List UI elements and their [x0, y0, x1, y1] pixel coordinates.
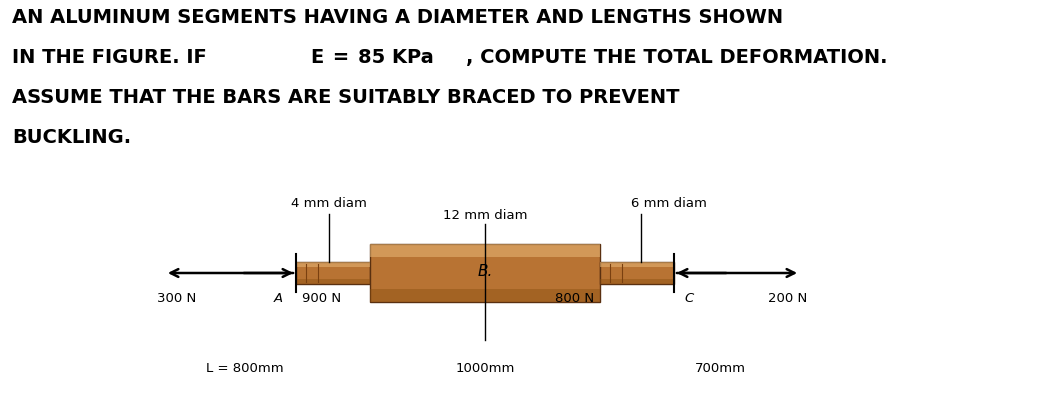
FancyBboxPatch shape: [296, 262, 370, 284]
Text: 85 KPa: 85 KPa: [358, 48, 434, 67]
Text: B.: B.: [477, 263, 493, 279]
Text: C: C: [685, 292, 693, 305]
Text: 200 N: 200 N: [768, 292, 808, 305]
Bar: [296, 279, 370, 284]
FancyBboxPatch shape: [370, 244, 600, 302]
Bar: [296, 262, 370, 267]
Bar: [370, 289, 600, 302]
Text: 6 mm diam: 6 mm diam: [631, 197, 707, 210]
Text: , COMPUTE THE TOTAL DEFORMATION.: , COMPUTE THE TOTAL DEFORMATION.: [466, 48, 887, 67]
Text: =: =: [326, 48, 356, 67]
Text: 12 mm diam: 12 mm diam: [443, 209, 527, 222]
Bar: [370, 244, 600, 257]
Text: 4 mm diam: 4 mm diam: [292, 197, 367, 210]
Text: 1000mm: 1000mm: [456, 362, 515, 375]
Text: 700mm: 700mm: [694, 362, 745, 375]
Text: L = 800mm: L = 800mm: [207, 362, 284, 375]
Text: IN THE FIGURE. IF: IN THE FIGURE. IF: [12, 48, 213, 67]
Bar: [600, 279, 674, 284]
Text: 300 N: 300 N: [157, 292, 196, 305]
Text: 800 N: 800 N: [555, 292, 595, 305]
Text: BUCKLING.: BUCKLING.: [12, 128, 131, 147]
Text: 900 N: 900 N: [302, 292, 341, 305]
FancyBboxPatch shape: [600, 262, 674, 284]
Text: ASSUME THAT THE BARS ARE SUITABLY BRACED TO PREVENT: ASSUME THAT THE BARS ARE SUITABLY BRACED…: [12, 88, 679, 107]
Text: E: E: [310, 48, 323, 67]
Bar: [600, 262, 674, 267]
Text: AN ALUMINUM SEGMENTS HAVING A DIAMETER AND LENGTHS SHOWN: AN ALUMINUM SEGMENTS HAVING A DIAMETER A…: [12, 8, 783, 27]
Text: A: A: [273, 292, 283, 305]
